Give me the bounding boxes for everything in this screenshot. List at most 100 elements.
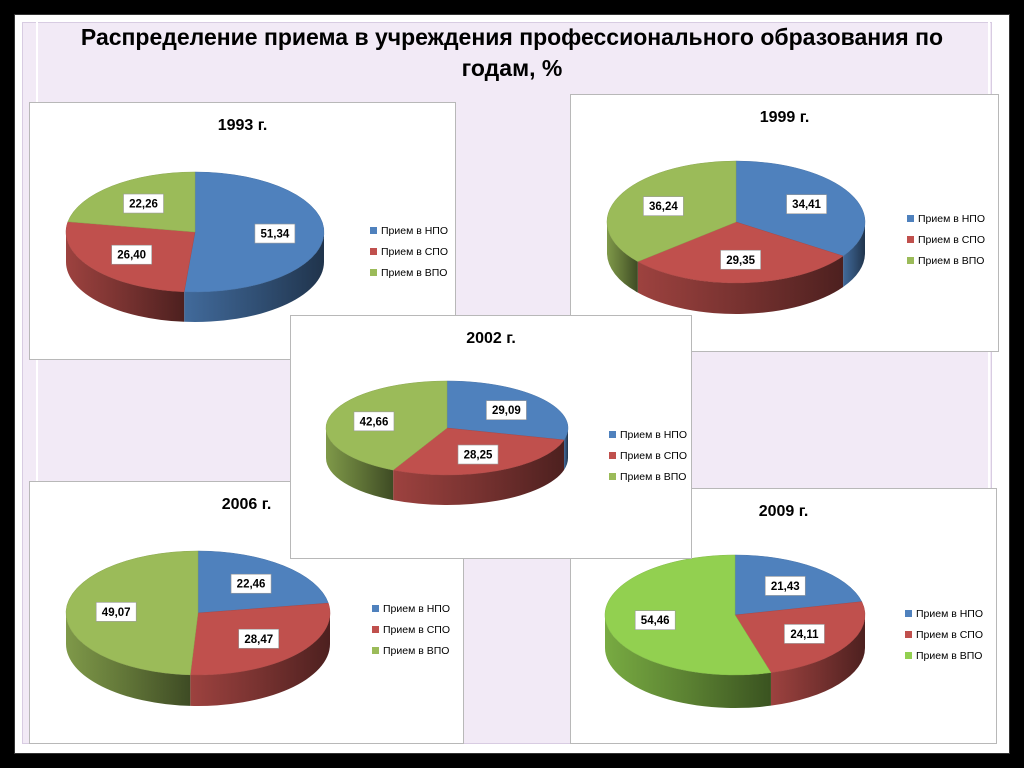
decor-line-left [36, 22, 38, 742]
chart-title: 2009 г. [758, 503, 809, 520]
slice-npo-side [184, 232, 324, 322]
slice-vpo [604, 554, 772, 676]
legend-item-spo: Прием в СПО [370, 241, 448, 262]
legend: Прием в НПО Прием в СПО Прием в ВПО [905, 603, 983, 666]
slice-spo-side [637, 256, 844, 314]
legend-item-npo: Прием в НПО [907, 208, 985, 229]
chart-panel-1999: 1999 г. 34,41 29,35 36,24 Прием в НПО Прие… [570, 94, 999, 352]
decor-line-right [988, 22, 990, 742]
legend-swatch [907, 257, 914, 264]
legend-label: Прием в НПО [918, 212, 986, 225]
legend-swatch [372, 605, 379, 612]
legend-item-vpo: Прием в ВПО [905, 645, 983, 666]
slice-vpo-side [605, 615, 771, 708]
data-label-box [764, 576, 806, 596]
legend-item-npo: Прием в НПО [372, 598, 450, 619]
data-label-box [254, 223, 296, 244]
legend-label: Прием в НПО [381, 224, 449, 237]
legend-swatch [609, 431, 616, 438]
data-label-box [720, 249, 761, 270]
legend: Прием в НПО Прием в СПО Прием в ВПО [907, 208, 985, 271]
legend-label: Прием в СПО [381, 245, 449, 258]
legend-label: Прием в ВПО [918, 254, 985, 267]
data-label-box [784, 624, 825, 644]
legend-swatch [372, 626, 379, 633]
slice-spo-side [770, 615, 865, 706]
data-label-box [457, 444, 499, 465]
data-label: 21,43 [771, 581, 800, 593]
data-label: 28,47 [244, 634, 273, 646]
legend-swatch [370, 269, 377, 276]
legend-label: Прием в СПО [620, 449, 688, 462]
legend-label: Прием в ВПО [381, 266, 448, 279]
legend-label: Прием в ВПО [916, 649, 983, 662]
slice-vpo-side [607, 222, 638, 293]
slice-vpo-side [326, 428, 394, 501]
chart-title: 2006 г. [221, 496, 272, 513]
data-label: 28,25 [464, 450, 493, 462]
legend-label: Прием в НПО [916, 607, 984, 620]
chart-panel-1993: 1993 г. 51,34 26,40 22,26 Прием в НПО Прие… [29, 102, 456, 360]
data-label-box [634, 610, 676, 630]
legend-swatch [370, 248, 377, 255]
legend-label: Прием в ВПО [620, 470, 687, 483]
data-label: 51,34 [261, 229, 290, 241]
legend-item-vpo: Прием в ВПО [907, 250, 985, 271]
data-label: 34,41 [792, 199, 821, 211]
legend-swatch [907, 236, 914, 243]
legend-label: Прием в СПО [916, 628, 984, 641]
chart-panel-2002: 2002 г. 29,09 28,25 42,66 Прием в НПО Прие… [290, 315, 692, 559]
legend-label: Прием в НПО [383, 602, 451, 615]
legend-item-spo: Прием в СПО [905, 624, 983, 645]
legend-item-vpo: Прием в ВПО [372, 640, 450, 661]
data-label-box [95, 602, 137, 622]
slice-npo-side [843, 222, 865, 288]
data-label: 22,26 [129, 199, 158, 211]
pie-chart-2006: 22,46 28,47 49,07 [65, 550, 331, 706]
legend-swatch [609, 452, 616, 459]
legend-item-npo: Прием в НПО [609, 424, 687, 445]
legend-swatch [905, 631, 912, 638]
data-label: 54,46 [641, 615, 670, 627]
data-label-box [643, 196, 684, 216]
chart-title: 1993 г. [217, 117, 268, 134]
data-label: 29,09 [492, 405, 521, 417]
slice-npo [183, 171, 325, 293]
data-label-box [238, 628, 280, 649]
slice-spo-side [66, 232, 185, 322]
legend-swatch [907, 215, 914, 222]
data-label: 49,07 [102, 607, 131, 619]
data-label-box [786, 194, 827, 215]
chart-title: 2002 г. [466, 330, 516, 347]
legend-item-npo: Прием в НПО [370, 220, 448, 241]
legend-swatch [905, 652, 912, 659]
legend: Прием в НПО Прием в СПО Прием в ВПО [609, 424, 687, 487]
legend-label: Прием в НПО [620, 428, 688, 441]
legend-label: Прием в СПО [918, 233, 986, 246]
chart-panel-2009: 2009 г. 21,43 24,11 54,46 Прием в НПО Прие… [570, 488, 997, 744]
legend-swatch [905, 610, 912, 617]
slice-spo-side [190, 613, 330, 706]
legend: Прием в НПО Прием в СПО Прием в ВПО [372, 598, 450, 661]
legend-item-spo: Прием в СПО [609, 445, 687, 466]
data-label-box [111, 244, 152, 265]
chart-title: 1999 г. [759, 109, 810, 126]
legend-swatch [370, 227, 377, 234]
data-label-box [123, 193, 164, 214]
data-label: 29,35 [726, 255, 755, 267]
data-label: 42,66 [360, 416, 389, 428]
legend-swatch [372, 647, 379, 654]
data-label-box [353, 411, 395, 432]
legend-item-spo: Прием в СПО [907, 229, 985, 250]
slice-vpo-side [66, 613, 191, 706]
pie-chart-2002: 29,09 28,25 42,66 [325, 380, 569, 505]
slide-title: Распределение приема в учреждения профес… [80, 24, 944, 81]
data-label: 26,40 [117, 250, 146, 262]
legend-item-vpo: Прием в ВПО [609, 466, 687, 487]
pie-chart-1993: 51,34 26,40 22,26 [65, 171, 325, 322]
data-label: 24,11 [790, 629, 819, 641]
data-label: 36,24 [649, 201, 678, 213]
legend-item-vpo: Прием в ВПО [370, 262, 448, 283]
legend-label: Прием в ВПО [383, 644, 450, 657]
legend-label: Прием в СПО [383, 623, 451, 636]
